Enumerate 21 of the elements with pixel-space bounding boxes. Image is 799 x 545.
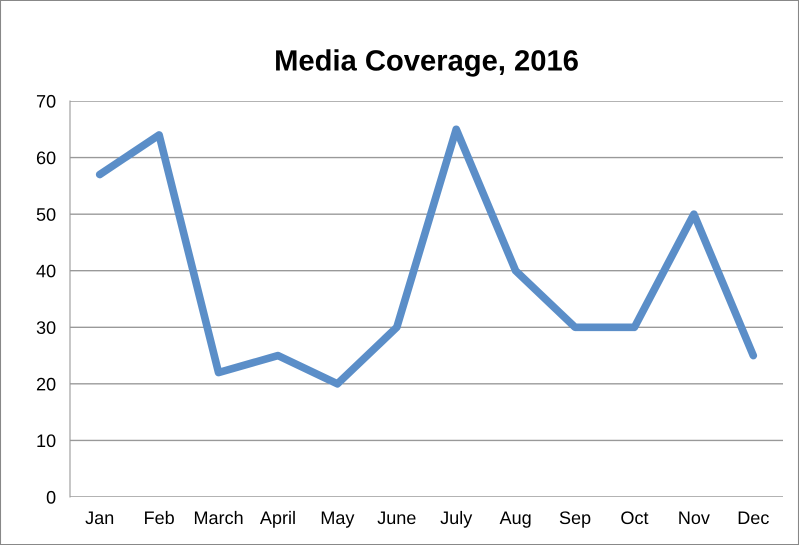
x-tick-label: Nov xyxy=(679,512,710,524)
x-tick-label: May xyxy=(322,512,354,528)
y-tick-label: 70 xyxy=(36,94,56,108)
x-tick-label: Dec xyxy=(738,512,769,524)
y-tick-label: 0 xyxy=(46,490,56,504)
x-tick-label: July xyxy=(440,510,472,528)
x-tick-label: April xyxy=(260,510,295,528)
y-tick-label: 30 xyxy=(36,321,56,334)
x-tick-label: Aug xyxy=(500,512,531,528)
y-tick-label: 40 xyxy=(36,264,56,278)
y-tick-label: 60 xyxy=(36,152,56,164)
x-tick-label: Oct xyxy=(621,511,648,524)
chart-title: Media Coverage, 2016 xyxy=(276,49,578,77)
y-tick-label: 10 xyxy=(37,434,56,448)
x-tick-label: March xyxy=(194,510,242,524)
x-tick-label: Jan xyxy=(85,512,114,524)
y-tick-label: 20 xyxy=(36,378,56,391)
x-tick-label: Feb xyxy=(145,510,174,524)
x-tick-label: June xyxy=(378,512,416,524)
y-tick-label: 50 xyxy=(36,208,56,221)
x-tick-label: Sep xyxy=(560,511,590,528)
